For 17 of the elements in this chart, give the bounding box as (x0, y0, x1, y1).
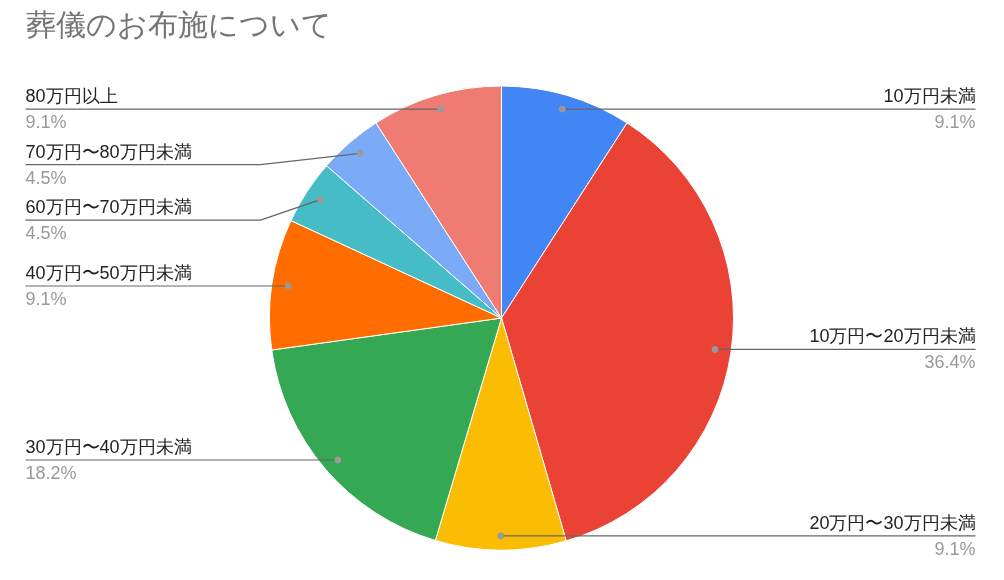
slice-label: 30万円〜40万円未満 (25, 436, 192, 457)
data-label: 4.5% (25, 167, 67, 188)
data-label: 18.2% (25, 463, 77, 484)
slice-label: 40万円〜50万円未満 (25, 262, 192, 283)
slice-label: 70万円〜80万円未満 (25, 141, 192, 162)
slice-label: 20万円〜30万円未満 (809, 512, 976, 533)
data-label: 9.1% (934, 112, 976, 133)
slice-label: 10万円未満 (883, 86, 976, 107)
slice-label: 60万円〜70万円未満 (25, 197, 192, 218)
slice-label: 80万円以上 (25, 86, 118, 107)
slice-label: 10万円〜20万円未満 (809, 326, 976, 347)
data-label: 4.5% (25, 223, 67, 244)
chart-title: 葬儀のお布施について (25, 7, 332, 41)
data-label: 9.1% (25, 289, 67, 310)
data-label: 9.1% (25, 112, 67, 133)
data-label: 9.1% (934, 538, 976, 559)
data-label: 36.4% (924, 352, 976, 373)
